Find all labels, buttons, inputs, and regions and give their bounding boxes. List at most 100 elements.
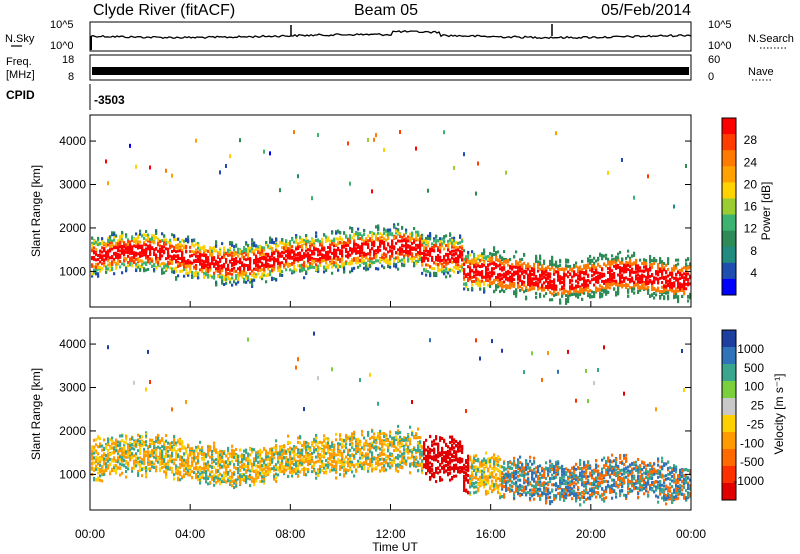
echo-cell (165, 439, 168, 443)
echo-cell (407, 250, 410, 254)
echo-cell (457, 257, 460, 261)
echo-cell (423, 259, 426, 263)
echo-cell (161, 453, 164, 457)
echo-cell (423, 241, 426, 245)
echo-cell (545, 266, 548, 270)
echo-cell (243, 245, 246, 249)
echo-cell (339, 260, 342, 264)
echo-cell (549, 262, 552, 266)
echo-cell (393, 257, 396, 261)
echo-cell (159, 251, 162, 255)
echo-cell (447, 257, 450, 261)
echo-cell (533, 266, 536, 270)
echo-cell (207, 275, 210, 279)
echo-cell (413, 263, 416, 267)
echo-cell (195, 258, 198, 262)
echo-cell (477, 283, 480, 287)
echo-cell (679, 272, 682, 276)
echo-cell (145, 243, 148, 247)
echo-cell (123, 259, 126, 263)
echo-cell (387, 264, 390, 268)
echo-cell (147, 267, 150, 271)
echo-cell (213, 275, 216, 279)
echo-cell (179, 437, 182, 441)
echo-cell (309, 255, 312, 259)
echo-cell (645, 275, 648, 279)
echo-cell (599, 295, 602, 299)
echo-cell (397, 256, 400, 260)
echo-cell (635, 261, 638, 265)
echo-cell (381, 233, 384, 237)
echo-cell (187, 456, 190, 460)
echo-cell (93, 447, 96, 451)
echo-cell (521, 263, 524, 267)
echo-cell (179, 257, 182, 261)
echo-cell (265, 252, 268, 256)
echo-cell (115, 471, 118, 475)
echo-cell (673, 284, 676, 288)
echo-cell (611, 262, 614, 266)
echo-cell (225, 252, 228, 256)
echo-cell (317, 248, 320, 252)
echo-cell (155, 456, 158, 460)
echo-cell (567, 290, 570, 294)
echo-cell (279, 267, 282, 271)
echo-cell (117, 456, 120, 460)
echo-cell (151, 461, 154, 465)
echo-cell (227, 253, 230, 257)
echo-cell (615, 261, 618, 265)
echo-cell (163, 238, 166, 242)
echo-cell (475, 265, 478, 269)
echo-cell (161, 269, 164, 273)
echo-cell (267, 258, 270, 262)
echo-cell (479, 264, 482, 268)
echo-cell (103, 453, 106, 457)
echo-cell (583, 272, 586, 276)
echo-cell (589, 295, 592, 299)
echo-cell (219, 252, 222, 256)
echo-cell (427, 263, 430, 267)
echo-cell (187, 443, 190, 447)
echo-cell (501, 285, 504, 289)
echo-cell (117, 257, 120, 261)
echo-cell (289, 256, 292, 260)
echo-cell (395, 236, 398, 240)
echo-cell (541, 273, 544, 277)
echo-cell (533, 283, 536, 287)
echo-cell (401, 263, 404, 267)
echo-cell (263, 248, 266, 252)
echo-cell (465, 255, 468, 259)
echo-cell (115, 459, 118, 463)
echo-cell (611, 260, 614, 264)
echo-cell (151, 259, 154, 263)
echo-cell (459, 265, 462, 269)
echo-cell (97, 272, 100, 276)
echo-cell (245, 263, 248, 267)
echo-cell (93, 265, 96, 269)
echo-cell (485, 267, 488, 271)
echo-cell (235, 274, 238, 278)
echo-cell (421, 243, 424, 247)
echo-cell (99, 478, 102, 482)
echo-cell (261, 268, 264, 272)
echo-cell (287, 252, 290, 256)
echo-cell (101, 267, 104, 271)
echo-cell (361, 244, 364, 248)
echo-cell (309, 245, 312, 249)
echo-cell (415, 253, 418, 257)
echo-cell (527, 273, 530, 277)
echo-cell (189, 249, 192, 253)
echo-cell (603, 273, 606, 277)
echo-cell (655, 259, 658, 263)
echo-cell (119, 245, 122, 249)
echo-cell (221, 264, 224, 268)
echo-cell (487, 274, 490, 278)
echo-cell (489, 262, 492, 266)
echo-cell (195, 248, 198, 252)
echo-cell (119, 253, 122, 257)
echo-cell (453, 236, 456, 240)
echo-cell (609, 274, 612, 278)
echo-cell (455, 240, 458, 244)
echo-cell (175, 443, 178, 447)
echo-cell (193, 250, 196, 254)
